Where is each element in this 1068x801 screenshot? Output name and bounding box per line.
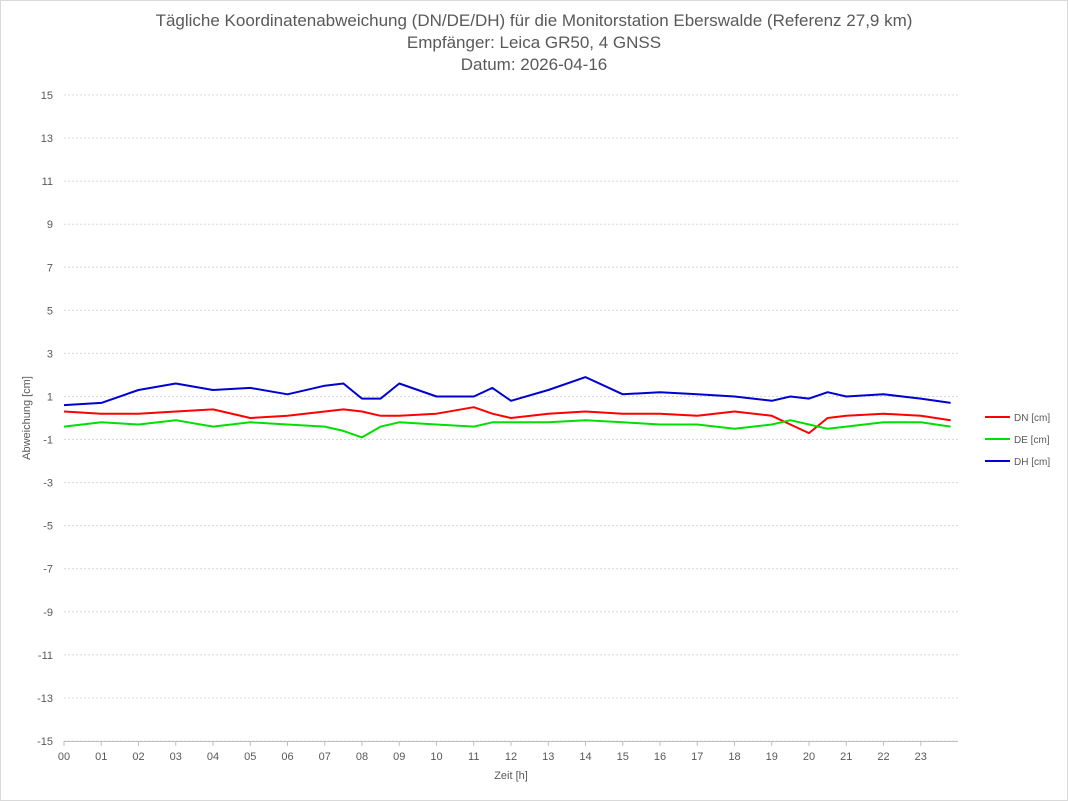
y-tick-label: 9 (47, 219, 53, 231)
x-axis-label: Zeit [h] (494, 770, 528, 782)
y-tick-label: 15 (41, 90, 53, 102)
y-tick-label: 1 (47, 391, 53, 403)
legend-entry: DN [cm] (1014, 413, 1050, 424)
x-tick-label: 16 (654, 751, 666, 763)
x-tick-label: 21 (840, 751, 852, 763)
y-axis-tick-labels: 15 13 11 9 7 5 3 1 -1 -3 -5 -7 -9 -11 -13 -15 (37, 90, 53, 748)
x-tick-label: 05 (244, 751, 256, 763)
y-tick-label: -15 (37, 736, 53, 748)
x-tick-label: 09 (393, 751, 405, 763)
y-tick-label: 5 (47, 305, 53, 317)
y-tick-label: 7 (47, 262, 53, 274)
y-tick-label: 13 (41, 133, 53, 145)
series-line-1 (63, 419, 951, 439)
x-tick-label: 20 (803, 751, 815, 763)
y-tick-label: -13 (37, 693, 53, 705)
y-tick-label: 11 (42, 176, 53, 188)
y-tick-label: -11 (38, 650, 53, 662)
x-tick-label: 18 (728, 751, 740, 763)
legend-entry: DH [cm] (1014, 457, 1050, 468)
y-tick-label: -5 (43, 521, 53, 533)
x-tick-label: 06 (281, 751, 293, 763)
x-tick-label: 08 (356, 751, 368, 763)
legend-entry: DE [cm] (1014, 435, 1050, 446)
x-axis-tick-labels: 00 01 02 03 04 05 06 07 08 09 10 11 12 13 14 15 16 17 18 19… (58, 741, 927, 763)
x-tick-label: 23 (915, 751, 927, 763)
x-tick-label: 19 (766, 751, 778, 763)
grid-lines (64, 94, 958, 742)
chart-subtitle-date: Datum: 2026-04-16 (460, 55, 608, 74)
series-line-2 (63, 376, 951, 407)
legend: DN [cm] DE [cm] DH [cm] (985, 413, 1050, 468)
chart-title-block: Tägliche Koordinatenabweichung (DN/DE/DH… (0, 10, 1068, 76)
y-tick-label: -3 (43, 478, 53, 490)
x-tick-label: 00 (58, 751, 70, 763)
series-line-0 (63, 406, 951, 435)
y-tick-label: -1 (43, 435, 53, 447)
y-axis-label: Abweichung [cm] (21, 376, 33, 460)
x-tick-label: 15 (617, 751, 629, 763)
x-tick-label: 11 (468, 751, 479, 763)
x-tick-label: 07 (319, 751, 331, 763)
x-tick-label: 22 (877, 751, 889, 763)
chart-title: Tägliche Koordinatenabweichung (DN/DE/DH… (155, 11, 913, 30)
x-tick-label: 04 (207, 751, 219, 763)
x-tick-label: 10 (430, 751, 442, 763)
x-tick-label: 14 (579, 751, 591, 763)
x-tick-label: 03 (170, 751, 182, 763)
series-lines (63, 376, 951, 439)
x-tick-label: 01 (95, 751, 107, 763)
x-tick-label: 02 (132, 751, 144, 763)
y-tick-label: 3 (47, 348, 53, 360)
x-tick-label: 13 (542, 751, 554, 763)
x-tick-label: 12 (505, 751, 517, 763)
x-tick-label: 17 (691, 751, 703, 763)
chart-subtitle-receiver: Empfänger: Leica GR50, 4 GNSS (406, 33, 662, 52)
y-tick-label: -7 (43, 564, 53, 576)
y-tick-label: -9 (43, 607, 53, 619)
